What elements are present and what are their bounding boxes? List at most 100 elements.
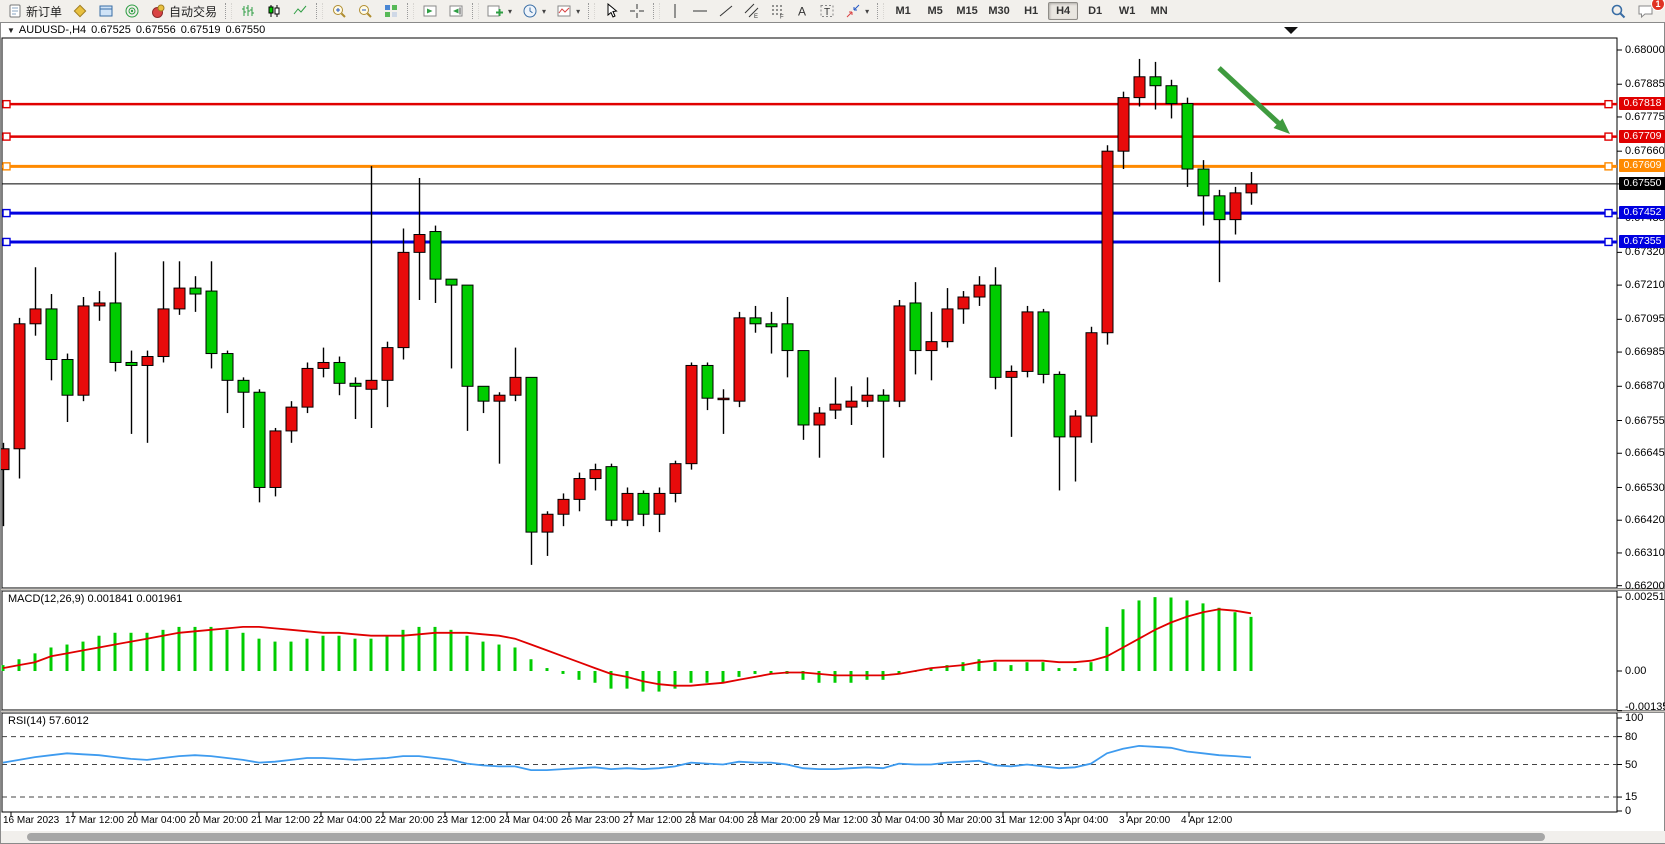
chevron-down-icon: ▾: [508, 6, 513, 16]
line-handle[interactable]: [2, 162, 11, 171]
candlestick-chart-button[interactable]: [262, 0, 286, 23]
chevron-down-icon: ▾: [865, 6, 870, 16]
time-tick-label: 3 Apr 20:00: [1119, 815, 1171, 826]
zoom-out-icon: [357, 3, 373, 19]
fibonacci-icon: F: [770, 3, 786, 19]
horizontal-scrollbar: [1, 831, 1665, 843]
new-order-label: 新订单: [26, 4, 63, 19]
chevron-down-icon: ▾: [542, 6, 547, 16]
period-button[interactable]: ▾: [518, 0, 550, 23]
time-tick-label: 28 Mar 04:00: [685, 815, 744, 826]
macd-panel[interactable]: [1, 591, 1617, 710]
chart-canvas[interactable]: [1, 23, 1665, 844]
horizontal-line-button[interactable]: [688, 0, 712, 23]
line-handle[interactable]: [2, 132, 11, 141]
time-tick-label: 31 Mar 12:00: [995, 815, 1054, 826]
line-chart-button[interactable]: [288, 0, 312, 23]
rsi-indicator-label: RSI(14) 57.6012: [8, 715, 89, 727]
toolbar-separator: [316, 3, 324, 19]
data-window-button[interactable]: [94, 0, 118, 23]
line-handle[interactable]: [1604, 99, 1613, 109]
scrollbar-thumb[interactable]: [27, 833, 1545, 841]
timeframe-h1-button[interactable]: H1: [1024, 5, 1039, 17]
line-handle[interactable]: [1604, 237, 1613, 247]
timeframe-m1-button[interactable]: M1: [895, 5, 911, 17]
arrows-button[interactable]: ▾: [841, 0, 873, 23]
ohlc-close: 0.67550: [225, 24, 266, 36]
timeframe-w1-button[interactable]: W1: [1118, 5, 1136, 17]
price-level-badge: 0.67709: [1619, 129, 1665, 143]
zoom-in-button[interactable]: [327, 0, 351, 23]
text-icon: A: [796, 3, 809, 19]
rsi-line: [2, 744, 1252, 771]
time-tick-label: 30 Mar 04:00: [871, 815, 930, 826]
fibonacci-button[interactable]: F: [766, 0, 790, 23]
candles-icon: [266, 3, 282, 19]
line-handle[interactable]: [2, 99, 11, 109]
trendline-button[interactable]: [714, 0, 738, 23]
search-button[interactable]: [1606, 0, 1631, 23]
rsi-scale-label: 100: [1625, 712, 1644, 724]
toolbar-separator: [407, 3, 415, 19]
window-icon: [98, 3, 114, 19]
zoom-out-button[interactable]: [353, 0, 377, 23]
timeframe-h4-button[interactable]: H4: [1048, 2, 1079, 20]
chart-shift-button[interactable]: [444, 0, 468, 23]
price-chart-panel[interactable]: [1, 38, 1617, 588]
templates-button[interactable]: ▾: [552, 0, 584, 23]
time-tick-label: 28 Mar 20:00: [747, 815, 806, 826]
auto-trading-button[interactable]: 自动交易: [146, 0, 221, 23]
rsi-panel[interactable]: [1, 713, 1617, 812]
timeframe-mn-button[interactable]: MN: [1150, 5, 1168, 17]
new-chart-icon: [487, 3, 504, 19]
text-button[interactable]: A: [792, 0, 813, 23]
line-handle[interactable]: [1604, 208, 1613, 218]
time-tick-label: 22 Mar 04:00: [313, 815, 372, 826]
notifications-button[interactable]: 1: [1633, 0, 1665, 23]
zoom-in-icon: [331, 3, 347, 19]
arrows-icon: [845, 3, 861, 19]
line-handle[interactable]: [1604, 162, 1613, 171]
timeframe-d1-button[interactable]: D1: [1088, 5, 1103, 17]
new-order-button[interactable]: 新订单: [3, 0, 66, 23]
crosshair-button[interactable]: [625, 0, 649, 23]
toolbar-separator: [653, 3, 661, 19]
svg-text:F: F: [780, 15, 784, 20]
new-chart-button[interactable]: ▾: [483, 0, 516, 23]
cursor-button[interactable]: [599, 0, 623, 23]
auto-scroll-button[interactable]: [418, 0, 442, 23]
horizontal-level-lines: [2, 99, 1617, 247]
collapse-triangle-icon[interactable]: ▼: [7, 26, 15, 35]
chart-window: ▼ AUDUSD-,H4 0.67525 0.67556 0.67519 0.67550 …: [0, 23, 1665, 844]
timeframe-m30-button[interactable]: M30: [988, 5, 1010, 17]
down-arrow-annotation: [1217, 66, 1290, 134]
time-tick-label: 30 Mar 20:00: [933, 815, 992, 826]
crosshair-icon: [629, 3, 645, 19]
timeframe-m15-button[interactable]: M15: [956, 5, 978, 17]
time-tick-label: 23 Mar 12:00: [437, 815, 496, 826]
market-watch-button[interactable]: [68, 0, 92, 23]
current-price-badge: 0.67550: [1619, 176, 1665, 190]
line-handle[interactable]: [2, 208, 11, 218]
vertical-line-button[interactable]: [664, 0, 686, 23]
price-tick-label: 0.67885: [1625, 78, 1665, 91]
bar-chart-button[interactable]: [236, 0, 260, 23]
toolbar-separator: [225, 3, 233, 19]
cursor-icon: [603, 3, 619, 19]
rsi-scale-label: 50: [1625, 758, 1638, 771]
chart-shift-icon: [448, 3, 464, 19]
tile-windows-icon: [383, 3, 399, 19]
svg-text:A: A: [798, 5, 806, 19]
new-order-icon: [7, 3, 23, 19]
text-label-button[interactable]: T: [815, 0, 839, 23]
tile-windows-button[interactable]: [379, 0, 403, 23]
shift-marker-icon: [1284, 27, 1298, 34]
price-tick-label: 0.68000: [1625, 44, 1665, 56]
timeframe-m5-button[interactable]: M5: [927, 5, 943, 17]
timeframe-group: M1 M5 M15 M30 H1 H4 D1 W1 MN: [887, 2, 1175, 20]
equidistant-channel-button[interactable]: E: [740, 0, 764, 23]
signals-button[interactable]: [120, 0, 144, 23]
line-handle[interactable]: [2, 237, 11, 247]
line-handle[interactable]: [1604, 132, 1613, 141]
price-level-badge: 0.67355: [1619, 235, 1665, 248]
